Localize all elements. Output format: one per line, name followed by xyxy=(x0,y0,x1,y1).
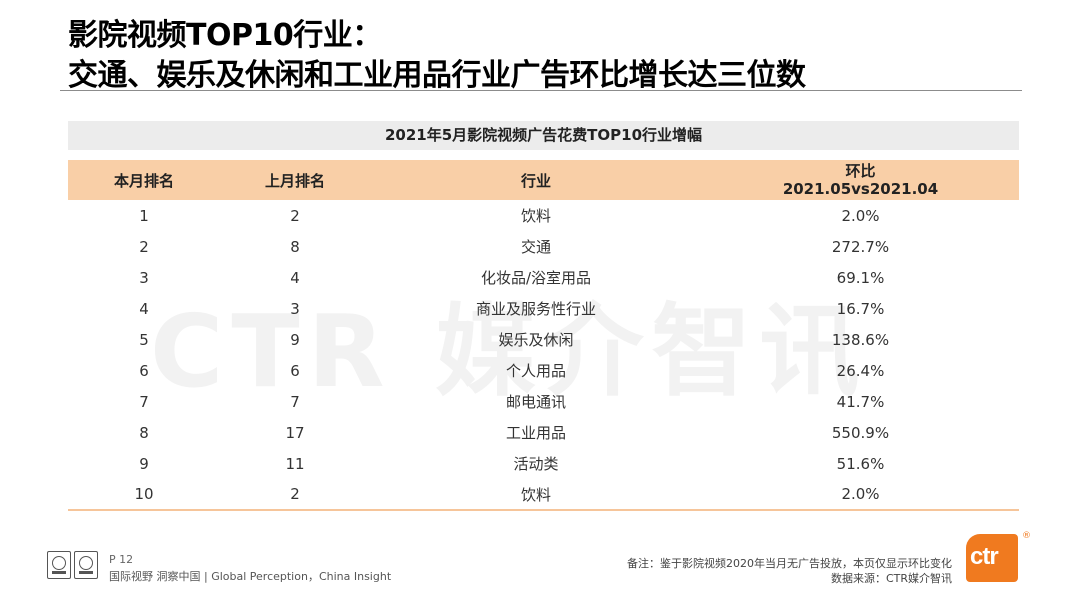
ctr-logo-text: ctr xyxy=(970,543,999,570)
slide-title-line1: 影院视频TOP10行业： xyxy=(68,18,382,53)
cell-rank-previous: 4 xyxy=(290,268,300,287)
page-number: P 12 xyxy=(109,553,134,566)
cell-rank-previous: 2 xyxy=(290,206,300,225)
cell-industry: 个人用品 xyxy=(505,362,566,380)
cell-rank-current: 4 xyxy=(139,299,149,318)
cell-rank-current: 8 xyxy=(139,423,149,442)
slide-title-line2: 交通、娱乐及休闲和工业用品行业广告环比增长达三位数 xyxy=(68,58,806,93)
title-divider xyxy=(60,90,1022,91)
cell-industry: 交通 xyxy=(520,238,551,256)
footer-note: 备注：鉴于影院视频2020年当月无广告投放，本页仅显示环比变化 数据来源：CTR… xyxy=(627,556,952,586)
cell-change: 41.7% xyxy=(836,392,885,411)
cell-industry: 工业用品 xyxy=(505,424,566,442)
cell-industry: 活动类 xyxy=(513,455,559,473)
cell-industry: 邮电通讯 xyxy=(505,393,566,411)
header-change-label: 环比 xyxy=(845,162,876,180)
cell-industry: 饮料 xyxy=(370,479,702,511)
table-row: 9 11 活动类 51.6% xyxy=(68,448,1019,479)
table-row: 1 2 饮料 2.0% xyxy=(68,200,1019,231)
quality-badge-icon xyxy=(74,551,98,579)
cell-rank-previous: 3 xyxy=(290,299,300,318)
cell-industry: 商业及服务性行业 xyxy=(475,300,596,318)
cell-rank-current: 5 xyxy=(139,330,149,349)
table-header-row: 本月排名 上月排名 行业 环比 2021.05vs2021.04 xyxy=(68,160,1019,200)
table-caption: 2021年5月影院视频广告花费TOP10行业增幅 xyxy=(68,121,1019,150)
industry-growth-table: 本月排名 上月排名 行业 环比 2021.05vs2021.04 1 2 饮料 2.0… xyxy=(68,160,1019,511)
slide-title: 影院视频TOP10行业： 交通、娱乐及休闲和工业用品行业广告环比增长达三位数 xyxy=(68,16,1028,96)
table-row: 5 9 娱乐及休闲 138.6% xyxy=(68,324,1019,355)
cell-rank-previous: 11 xyxy=(285,454,305,473)
cell-rank-current: 3 xyxy=(139,268,149,287)
cell-rank-previous: 8 xyxy=(290,237,300,256)
header-rank-previous: 上月排名 xyxy=(220,160,370,200)
header-industry: 行业 xyxy=(370,160,702,200)
cell-change: 272.7% xyxy=(831,237,890,256)
table-row: 6 6 个人用品 26.4% xyxy=(68,355,1019,386)
table-row: 3 4 化妆品/浴室用品 69.1% xyxy=(68,262,1019,293)
header-rank-current: 本月排名 xyxy=(68,160,220,200)
cell-rank-previous: 6 xyxy=(290,361,300,380)
cell-rank-current: 1 xyxy=(139,206,149,225)
table-row: 8 17 工业用品 550.9% xyxy=(68,417,1019,448)
footer-note-source: 数据来源：CTR媒介智讯 xyxy=(830,572,952,585)
cell-change: 2.0% xyxy=(702,479,1019,511)
footer-slogan: 国际视野 洞察中国 | Global Perception，China Insi… xyxy=(109,570,392,583)
table-body: 1 2 饮料 2.0% 2 8 交通 272.7% 3 4 化妆品/浴室用品 69.1% 4 3 商业及服务… xyxy=(68,200,1019,511)
table-row: 4 3 商业及服务性行业 16.7% xyxy=(68,293,1019,324)
watermark: CTR 媒介智讯 xyxy=(150,293,868,410)
cell-change: 138.6% xyxy=(831,330,890,349)
cell-rank-current: 2 xyxy=(139,237,149,256)
certification-badge-icon xyxy=(47,551,71,579)
ctr-logo: ctr xyxy=(966,534,1018,582)
cell-rank-current: 10 xyxy=(68,479,220,511)
header-change-period: 2021.05vs2021.04 xyxy=(782,180,939,198)
cell-industry: 娱乐及休闲 xyxy=(498,331,574,349)
cell-change: 16.7% xyxy=(836,299,885,318)
footer-note-remark: 备注：鉴于影院视频2020年当月无广告投放，本页仅显示环比变化 xyxy=(627,557,952,570)
cell-industry: 化妆品/浴室用品 xyxy=(480,269,592,287)
table-row: 10 2 饮料 2.0% xyxy=(68,479,1019,511)
header-change: 环比 2021.05vs2021.04 xyxy=(702,160,1019,200)
table-row: 7 7 邮电通讯 41.7% xyxy=(68,386,1019,417)
cell-rank-previous: 17 xyxy=(285,423,305,442)
cell-change: 26.4% xyxy=(836,361,885,380)
cell-rank-previous: 7 xyxy=(290,392,300,411)
cell-change: 69.1% xyxy=(836,268,885,287)
footer-badges xyxy=(47,551,99,581)
table-row: 2 8 交通 272.7% xyxy=(68,231,1019,262)
cell-industry: 饮料 xyxy=(520,207,551,225)
cell-change: 2.0% xyxy=(841,206,880,225)
cell-rank-previous: 2 xyxy=(220,479,370,511)
cell-rank-current: 6 xyxy=(139,361,149,380)
cell-rank-current: 7 xyxy=(139,392,149,411)
cell-change: 550.9% xyxy=(831,423,890,442)
cell-rank-current: 9 xyxy=(139,454,149,473)
cell-rank-previous: 9 xyxy=(290,330,300,349)
cell-change: 51.6% xyxy=(836,454,885,473)
registered-mark-icon: ® xyxy=(1022,531,1031,541)
